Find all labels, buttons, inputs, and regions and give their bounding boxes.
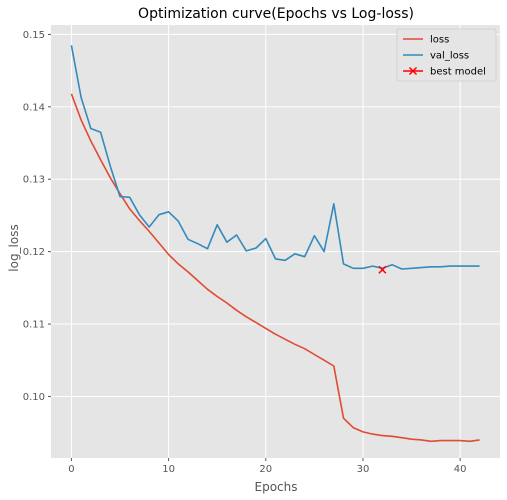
y-tick-label: 0.15 bbox=[23, 30, 45, 41]
legend-label: best model bbox=[430, 67, 486, 78]
y-tick-label: 0.10 bbox=[23, 392, 45, 403]
loss-line bbox=[70, 93, 480, 443]
legend-label: loss bbox=[430, 35, 449, 46]
chart-title: Optimization curve(Epochs vs Log-loss) bbox=[138, 6, 414, 22]
y-tick-label: 0.11 bbox=[23, 320, 45, 331]
y-tick-label: 0.14 bbox=[23, 102, 45, 113]
y-axis-label: log_loss bbox=[7, 224, 21, 271]
series-layer bbox=[70, 45, 480, 443]
legend-marker bbox=[408, 66, 418, 76]
legend-item: val_loss bbox=[403, 51, 469, 62]
grid-lines bbox=[51, 25, 500, 458]
val_loss-line bbox=[70, 45, 480, 270]
legend-item: loss bbox=[403, 35, 449, 46]
legend-label: val_loss bbox=[430, 51, 469, 62]
legend-box bbox=[396, 28, 497, 82]
y-tick-label: 0.13 bbox=[23, 175, 45, 186]
plot-area bbox=[51, 25, 500, 458]
x-tick-label: 40 bbox=[454, 464, 467, 475]
legend-item: best model bbox=[403, 67, 486, 78]
x-tick-label: 20 bbox=[259, 464, 272, 475]
x-tick-label: 30 bbox=[357, 464, 370, 475]
best-model-marker bbox=[378, 265, 387, 274]
tick-labels: 0 10 20 30 40 0.10 0.11 0.12 0.13 0.14 0.15 bbox=[23, 30, 467, 475]
x-tick-label: 0 bbox=[68, 464, 74, 475]
y-tick-label: 0.12 bbox=[23, 247, 45, 258]
x-tick-label: 10 bbox=[162, 464, 175, 475]
x-axis-label: Epochs bbox=[255, 480, 298, 494]
